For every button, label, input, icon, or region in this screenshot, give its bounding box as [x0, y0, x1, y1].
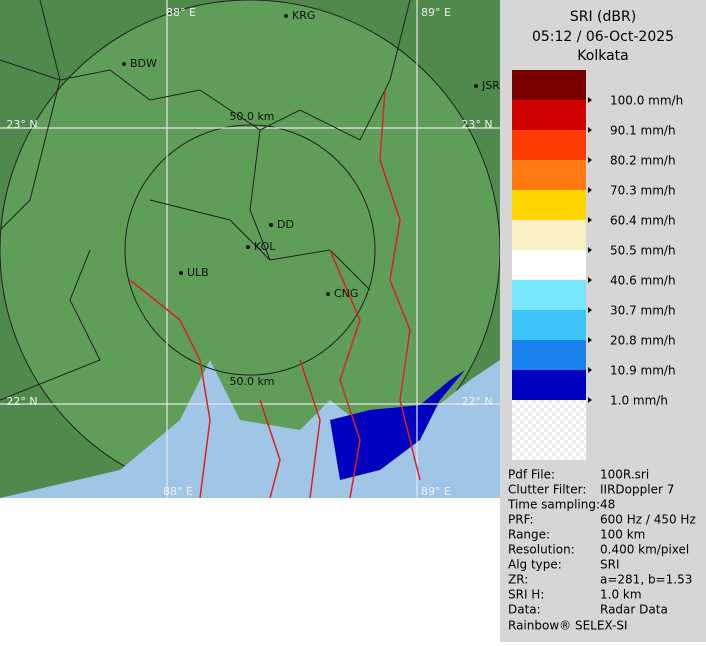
info-key: ZR:	[508, 573, 528, 587]
legend-label: 1.0 mm/h	[610, 394, 668, 408]
legend-swatch	[512, 310, 586, 340]
legend-label: 70.3 mm/h	[610, 184, 676, 198]
place-dot	[284, 14, 288, 18]
legend-pointer	[588, 127, 592, 133]
legend-swatch	[512, 370, 586, 400]
legend-label: 20.8 mm/h	[610, 334, 676, 348]
legend-pointer	[588, 217, 592, 223]
legend-label: 50.5 mm/h	[610, 244, 676, 258]
info-value: SRI	[600, 558, 620, 572]
map	[0, 0, 500, 498]
info-key: Data:	[508, 603, 541, 617]
place-label: KRG	[292, 9, 315, 22]
legend-label: 10.9 mm/h	[610, 364, 676, 378]
legend-label: 40.6 mm/h	[610, 274, 676, 288]
legend-pointer	[588, 97, 592, 103]
grid-label: 23° N	[461, 118, 492, 131]
legend-pointer	[588, 157, 592, 163]
grid-label: 23° N	[6, 118, 37, 131]
range-label: 50.0 km	[229, 110, 274, 123]
place-label: JSR	[481, 79, 500, 92]
info-key: Time sampling:	[507, 498, 600, 512]
info-value: 1.0 km	[600, 588, 642, 602]
grid-label: 89° E	[421, 485, 451, 498]
legend-swatch	[512, 190, 586, 220]
place-label: CNG	[334, 287, 358, 300]
legend-label: 80.2 mm/h	[610, 154, 676, 168]
legend-label: 90.1 mm/h	[610, 124, 676, 138]
place-dot	[269, 223, 273, 227]
legend-label: 100.0 mm/h	[610, 94, 683, 108]
legend-swatch	[512, 70, 586, 100]
grid-label: 22° N	[6, 395, 37, 408]
legend-swatch	[512, 340, 586, 370]
info-value: Radar Data	[600, 603, 668, 617]
info-key: Range:	[508, 528, 550, 542]
place-label: ULB	[187, 266, 209, 279]
info-key: Resolution:	[508, 543, 575, 557]
product-title: SRI (dBR)	[570, 9, 636, 25]
place-dot	[122, 62, 126, 66]
legend-swatch	[512, 130, 586, 160]
grid-label: 22° N	[461, 395, 492, 408]
grid-label: 88° E	[166, 6, 196, 19]
info-value: 48	[600, 498, 615, 512]
info-key: Clutter Filter:	[508, 483, 586, 497]
info-key: SRI H:	[508, 588, 544, 602]
legend-swatch	[512, 220, 586, 250]
legend-label: 60.4 mm/h	[610, 214, 676, 228]
place-label: KOL	[254, 240, 276, 253]
info-key: Alg type:	[508, 558, 562, 572]
legend-swatch	[512, 400, 586, 460]
legend-pointer	[588, 247, 592, 253]
info-value: IIRDoppler 7	[600, 483, 674, 497]
place-dot	[474, 84, 478, 88]
legend-pointer	[588, 307, 592, 313]
place-dot	[246, 245, 250, 249]
legend-pointer	[588, 187, 592, 193]
info-value: 100R.sri	[600, 468, 649, 482]
place-label: BDW	[130, 57, 157, 70]
legend-swatch	[512, 250, 586, 280]
legend-pointer	[588, 397, 592, 403]
place-dot	[326, 292, 330, 296]
info-key: Pdf File:	[508, 468, 555, 482]
place-label: DD	[277, 218, 294, 231]
info-value: 100 km	[600, 528, 645, 542]
legend-swatch	[512, 100, 586, 130]
info-value: 600 Hz / 450 Hz	[600, 513, 696, 527]
site-name: Kolkata	[577, 48, 628, 64]
legend-pointer	[588, 277, 592, 283]
legend-swatch	[512, 160, 586, 190]
place-dot	[179, 271, 183, 275]
footer: Rainbow® SELEX-SI	[508, 619, 628, 633]
legend-label: 30.7 mm/h	[610, 304, 676, 318]
legend-pointer	[588, 337, 592, 343]
info-value: a=281, b=1.53	[600, 573, 692, 587]
timestamp: 05:12 / 06-Oct-2025	[532, 29, 674, 45]
info-key: PRF:	[508, 513, 534, 527]
grid-label: 88° E	[163, 485, 193, 498]
grid-label: 89° E	[421, 6, 451, 19]
legend-pointer	[588, 367, 592, 373]
info-value: 0.400 km/pixel	[600, 543, 689, 557]
legend-swatch	[512, 280, 586, 310]
range-label: 50.0 km	[229, 375, 274, 388]
